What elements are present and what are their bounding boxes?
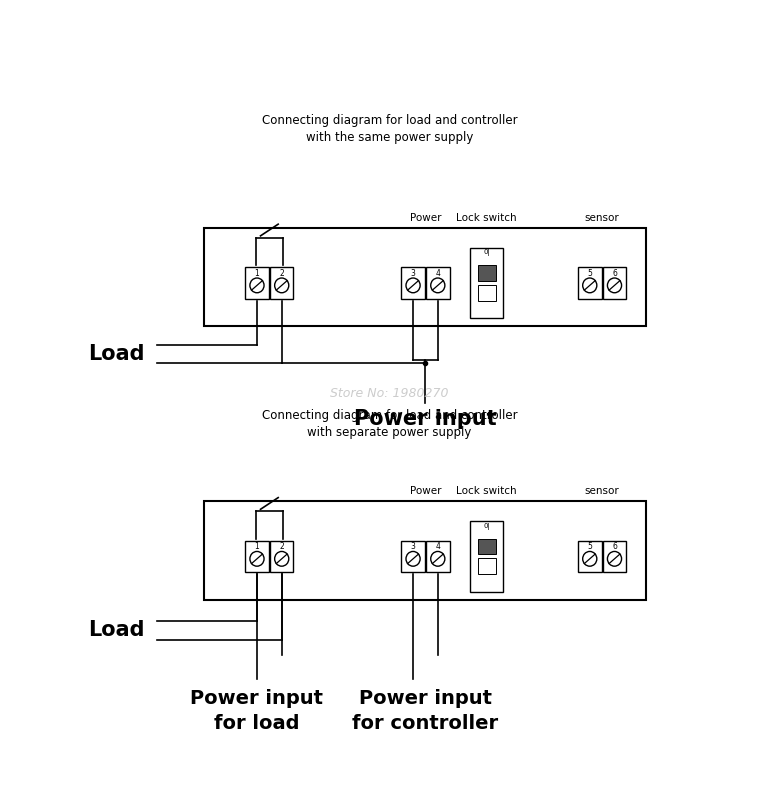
- Bar: [478, 539, 496, 555]
- Bar: [470, 521, 503, 592]
- Text: 5: 5: [587, 269, 592, 278]
- Bar: [204, 501, 646, 599]
- Bar: [426, 267, 450, 298]
- Text: 6: 6: [612, 269, 617, 278]
- Bar: [603, 540, 626, 572]
- Text: 4: 4: [435, 543, 440, 551]
- Text: Store No: 1980270: Store No: 1980270: [331, 387, 448, 401]
- Text: Lock switch: Lock switch: [456, 213, 517, 223]
- Text: 1: 1: [255, 543, 259, 551]
- Text: Connecting diagram for load and controller: Connecting diagram for load and controll…: [261, 114, 518, 127]
- Text: sensor: sensor: [584, 213, 619, 223]
- Text: Power input
for load: Power input for load: [191, 689, 324, 733]
- Text: Power: Power: [410, 487, 441, 496]
- Bar: [578, 267, 602, 298]
- Text: 0|: 0|: [483, 523, 490, 530]
- Text: 4: 4: [435, 269, 440, 278]
- Bar: [245, 267, 269, 298]
- Bar: [578, 540, 602, 572]
- Text: Load: Load: [89, 344, 145, 364]
- Bar: [478, 285, 496, 301]
- Bar: [426, 540, 450, 572]
- Text: 6: 6: [612, 543, 617, 551]
- Text: Power input: Power input: [354, 409, 497, 429]
- Text: 0|: 0|: [483, 249, 490, 256]
- Text: 3: 3: [410, 543, 416, 551]
- Text: Power: Power: [410, 213, 441, 223]
- Text: 2: 2: [280, 269, 284, 278]
- Bar: [401, 540, 425, 572]
- Text: 2: 2: [280, 543, 284, 551]
- Bar: [470, 247, 503, 318]
- Bar: [401, 267, 425, 298]
- Text: Connecting diagram for load and controller: Connecting diagram for load and controll…: [261, 409, 518, 422]
- Bar: [478, 265, 496, 281]
- Text: 1: 1: [255, 269, 259, 278]
- Text: with the same power supply: with the same power supply: [306, 131, 473, 144]
- Bar: [603, 267, 626, 298]
- Text: 5: 5: [587, 543, 592, 551]
- Text: 3: 3: [410, 269, 416, 278]
- Bar: [270, 540, 293, 572]
- Bar: [270, 267, 293, 298]
- Text: Power input
for controller: Power input for controller: [353, 689, 499, 733]
- Bar: [204, 228, 646, 326]
- Text: Lock switch: Lock switch: [456, 487, 517, 496]
- Text: with separate power supply: with separate power supply: [307, 425, 472, 439]
- Text: Load: Load: [89, 620, 145, 640]
- Text: sensor: sensor: [584, 487, 619, 496]
- Bar: [478, 559, 496, 574]
- Bar: [245, 540, 269, 572]
